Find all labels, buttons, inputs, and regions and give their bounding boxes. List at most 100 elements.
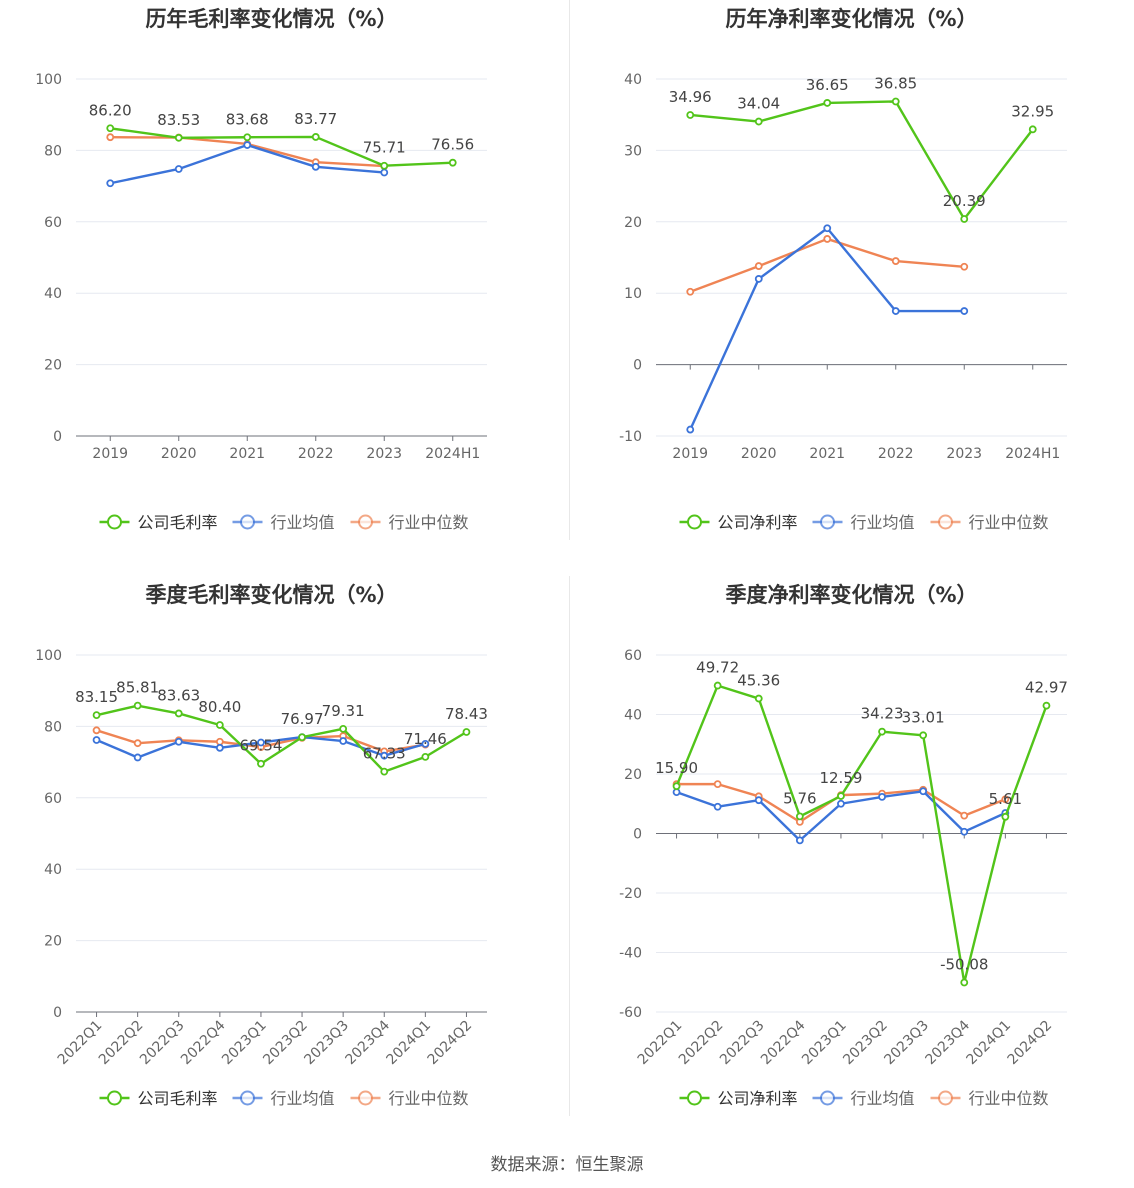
y-tick-label: 40 (44, 862, 62, 878)
legend-item: 行业中位数 (350, 513, 469, 532)
legend-item: 公司净利率 (679, 1089, 798, 1108)
legend-label: 行业均值 (851, 1089, 915, 1108)
data-label: 75.71 (363, 139, 406, 157)
legend-marker (358, 1090, 373, 1106)
y-tick-label: 10 (624, 286, 642, 302)
chart-title: 季度毛利率变化情况（%） (145, 583, 397, 607)
data-point (891, 307, 900, 315)
data-point (960, 215, 969, 223)
x-tick-label: 2020 (161, 446, 197, 462)
legend-label: 行业中位数 (389, 513, 469, 532)
legend-marker (938, 1090, 953, 1106)
data-point (1001, 795, 1010, 804)
data-point (754, 796, 763, 805)
data-label: 33.01 (902, 708, 945, 726)
x-tick-label: 2022Q4 (758, 1017, 809, 1068)
data-point (1042, 701, 1051, 710)
data-point (257, 738, 265, 747)
x-tick-label: 2024Q2 (1005, 1018, 1056, 1069)
data-point (878, 793, 886, 801)
chart-svg: 历年净利率变化情况（%） -10 0 10 20 30 40 2019 2020 2021 2022… (619, 7, 1067, 532)
data-source-note: 数据来源：恒生聚源 (490, 1155, 644, 1175)
y-tick-label: -20 (619, 886, 642, 902)
y-tick-label: 0 (633, 358, 642, 374)
x-tick-label: 2024H1 (1005, 446, 1060, 462)
data-point (133, 739, 142, 748)
x-tick-label: 2023Q1 (799, 1018, 850, 1069)
data-point (891, 97, 900, 106)
data-point (754, 694, 763, 703)
data-point (380, 751, 389, 760)
chart-annual-gross-margin: 历年毛利率变化情况（%） 0 20 40 60 80 100 2019 2020 2021 2022… (0, 0, 567, 576)
data-point (686, 287, 695, 296)
x-tick-label: 2023Q4 (922, 1017, 973, 1068)
data-point (960, 978, 969, 987)
x-tick-label: 2022Q2 (676, 1018, 727, 1069)
data-point (133, 753, 142, 762)
data-point (686, 111, 695, 119)
data-label: 49.72 (696, 659, 739, 677)
data-point (795, 812, 804, 821)
y-tick-label: 60 (44, 791, 62, 807)
data-label: 76.97 (281, 710, 324, 728)
x-tick-label: 2022Q1 (55, 1018, 106, 1069)
legend-marker (358, 514, 373, 530)
legend-label: 行业中位数 (969, 1089, 1049, 1108)
legend-marker (240, 1090, 255, 1106)
legend-label: 公司净利率 (718, 1089, 798, 1108)
y-tick-label: 100 (35, 648, 62, 664)
x-tick-label: 2023Q3 (301, 1018, 352, 1069)
y-tick-label: 0 (53, 1005, 62, 1021)
chart-quarterly-net-margin: 季度净利率变化情况（%） -60 -40 -20 0 20 40 60 2022Q1 2022Q2… (580, 576, 1134, 1152)
x-tick-label: 2023Q1 (219, 1018, 270, 1069)
data-point (106, 124, 115, 133)
data-label: 36.85 (874, 74, 917, 92)
data-point (960, 811, 969, 820)
legend-marker (687, 514, 702, 530)
data-label: 83.77 (294, 110, 337, 128)
data-label: 15.90 (655, 759, 698, 777)
x-tick-label: 2023Q3 (881, 1018, 932, 1069)
data-point (174, 737, 183, 746)
data-point (795, 836, 804, 845)
series-line (96, 704, 468, 773)
legend-item: 公司净利率 (679, 513, 798, 532)
data-point (1028, 125, 1037, 134)
legend-item: 行业中位数 (350, 1089, 469, 1108)
data-point (919, 731, 928, 740)
x-tick-label: 2022Q3 (137, 1018, 188, 1069)
data-point (713, 780, 722, 789)
legend-marker (687, 1090, 702, 1106)
y-tick-label: -10 (619, 429, 642, 445)
legend-marker (107, 1090, 122, 1106)
data-label: 78.43 (445, 705, 488, 723)
x-tick-label: 2024Q1 (384, 1018, 435, 1069)
legend-label: 公司毛利率 (138, 513, 218, 532)
series-line (110, 127, 453, 167)
data-point (243, 141, 252, 149)
x-tick-label: 2021 (229, 446, 265, 462)
data-point (339, 737, 348, 745)
data-point (462, 728, 471, 736)
data-point (837, 792, 845, 800)
y-tick-label: 80 (44, 143, 62, 159)
y-tick-label: -40 (619, 946, 642, 962)
data-point (960, 307, 969, 315)
data-point (311, 162, 320, 171)
data-point (837, 799, 845, 808)
data-point (257, 759, 265, 768)
data-label: 5.61 (989, 790, 1022, 808)
data-point (215, 721, 224, 729)
vertical-divider (569, 576, 570, 1116)
data-point (754, 275, 763, 283)
chart-title: 历年净利率变化情况（%） (725, 7, 977, 31)
data-label: 69.54 (239, 737, 282, 755)
data-point (174, 165, 183, 173)
data-point (380, 168, 389, 177)
data-point (311, 133, 320, 141)
x-tick-label: 2023 (366, 446, 402, 462)
data-point (380, 767, 389, 776)
data-point (448, 158, 457, 167)
data-label: 80.40 (198, 698, 241, 716)
x-tick-label: 2022 (298, 446, 334, 462)
